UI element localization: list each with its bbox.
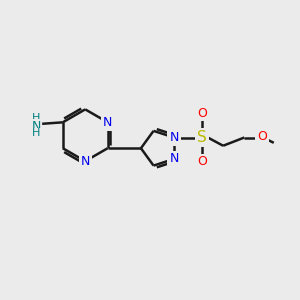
Text: O: O xyxy=(197,106,207,120)
Text: S: S xyxy=(197,130,207,145)
Text: O: O xyxy=(197,155,207,168)
Text: N: N xyxy=(169,131,178,144)
Text: N: N xyxy=(169,152,178,166)
Text: N: N xyxy=(103,116,112,129)
Text: N: N xyxy=(80,155,90,168)
Text: N: N xyxy=(32,120,41,133)
Text: O: O xyxy=(257,130,267,143)
Text: H: H xyxy=(32,128,41,138)
Text: H: H xyxy=(32,113,41,124)
